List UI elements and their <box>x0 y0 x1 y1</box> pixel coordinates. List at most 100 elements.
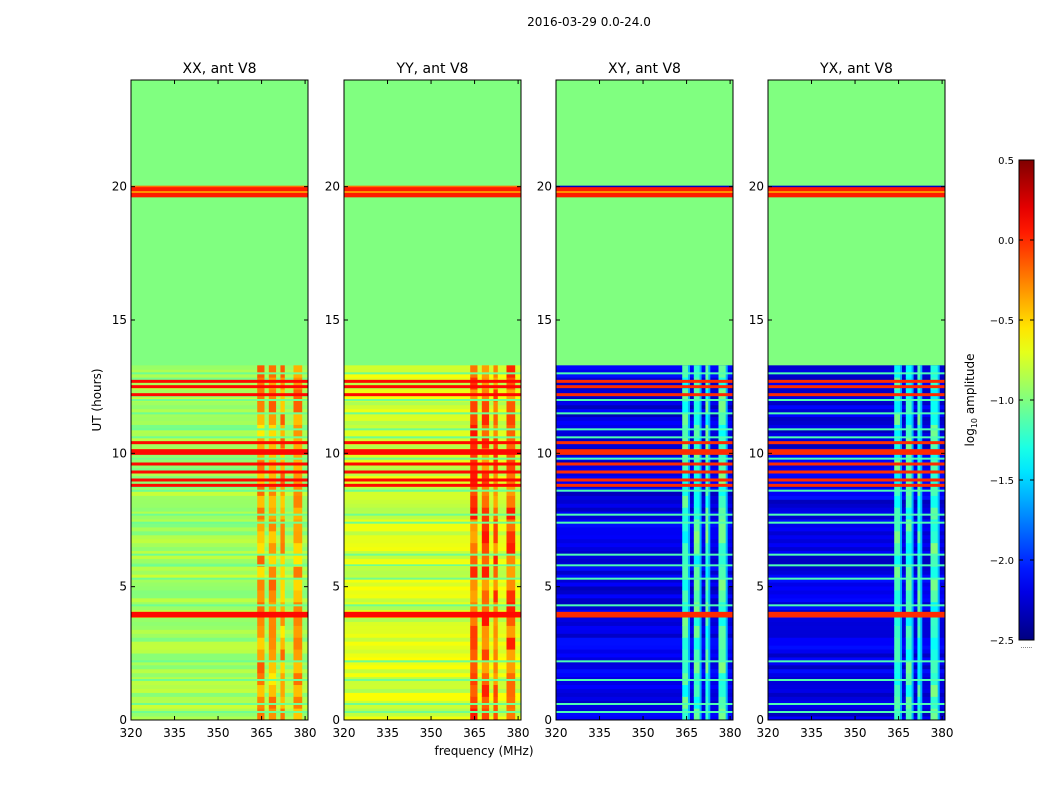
data-row <box>344 574 521 579</box>
data-row <box>344 475 521 481</box>
data-row <box>556 436 733 441</box>
data-row <box>131 373 308 378</box>
panel-frame <box>555 79 734 721</box>
data-row <box>556 708 733 713</box>
rfi-band-segment <box>481 660 490 674</box>
rfi-band-segment <box>293 400 303 414</box>
rfi-band-segment <box>905 377 914 390</box>
row-line <box>344 372 521 375</box>
rfi-band-segment <box>693 377 702 390</box>
rfi-band-segment <box>693 412 702 425</box>
x-tick-label: 350 <box>844 726 867 740</box>
rfi-band-segment <box>257 530 265 544</box>
y-tick-label: 0 <box>756 713 764 727</box>
rfi-band-segment <box>917 589 922 603</box>
data-row <box>344 696 521 701</box>
rfi-band-segment <box>705 424 710 437</box>
rfi-band-segment <box>894 649 902 662</box>
x-tick-label: 335 <box>588 726 611 740</box>
rfi-band-segment <box>693 554 702 567</box>
flagged-band-center <box>131 191 308 193</box>
data-row <box>556 526 733 532</box>
data-row <box>768 467 945 473</box>
rfi-band-segment <box>268 459 277 473</box>
row-line <box>344 513 521 516</box>
rfi-band-segment <box>506 519 516 532</box>
row-line <box>131 399 308 401</box>
data-row <box>131 621 308 626</box>
data-row <box>768 676 945 682</box>
rfi-band-segment <box>682 377 690 390</box>
rfi-band-segment <box>693 495 702 508</box>
data-row <box>768 716 945 721</box>
row-line <box>131 679 308 681</box>
rfi-band-segment <box>257 625 265 638</box>
rfi-band-segment <box>894 507 902 520</box>
rfi-band-segment <box>894 412 902 425</box>
rfi-band-segment <box>930 566 940 579</box>
rfi-band-segment <box>280 613 285 626</box>
data-row <box>768 712 945 717</box>
rfi-band-segment <box>905 507 914 520</box>
data-row <box>556 377 733 382</box>
y-tick-label: 5 <box>119 580 127 594</box>
data-row <box>344 507 521 512</box>
data-row <box>131 519 308 524</box>
rfi-band-segment <box>257 495 265 508</box>
rfi-band-segment <box>481 601 490 615</box>
data-row <box>131 704 308 709</box>
rfi-band-segment <box>493 660 498 674</box>
strong-row <box>768 449 945 453</box>
rfi-band-segment <box>257 400 265 414</box>
rfi-band-segment <box>905 400 914 414</box>
data-row <box>768 475 945 481</box>
rfi-band-segment <box>705 613 710 626</box>
data-row <box>131 507 308 512</box>
data-row <box>556 519 733 524</box>
row-line <box>131 513 308 516</box>
rfi-band-segment <box>705 365 710 378</box>
rfi-band-segment <box>257 365 265 378</box>
rfi-band-segment <box>718 542 728 555</box>
data-row <box>131 656 308 662</box>
rfi-band-segment <box>481 708 490 721</box>
rfi-band-segment <box>917 495 922 508</box>
rfi-band-segment <box>894 377 902 390</box>
rfi-band-edge <box>687 365 690 720</box>
rfi-band-segment <box>718 589 728 603</box>
rfi-band-segment <box>905 365 914 378</box>
rfi-band-segment <box>894 424 902 437</box>
rfi-band-segment <box>481 412 490 425</box>
rfi-band-segment <box>268 684 277 697</box>
rfi-band-segment <box>268 578 277 591</box>
y-tick-label: 10 <box>112 446 127 460</box>
data-row <box>768 554 945 559</box>
rfi-band-segment <box>917 412 922 425</box>
rfi-band-segment <box>930 696 940 709</box>
rfi-band-segment <box>481 471 490 485</box>
rfi-band-segment <box>257 412 265 425</box>
data-row <box>556 428 733 433</box>
rfi-band-segment <box>718 625 728 638</box>
data-row <box>131 716 308 721</box>
data-row <box>131 499 308 504</box>
rfi-band-segment <box>257 660 265 674</box>
panel-4: YX, ant V8 320 335 350 365 380 0 5 10 15 20 <box>749 61 954 740</box>
data-row <box>556 586 733 591</box>
y-tick-label: 5 <box>332 580 340 594</box>
y-tick-label: 0 <box>544 713 552 727</box>
rfi-band-segment <box>470 566 478 579</box>
data-row <box>131 420 308 425</box>
rfi-band-segment <box>894 530 902 544</box>
data-row <box>131 546 308 552</box>
data-row <box>131 566 308 571</box>
data-row <box>131 645 308 650</box>
data-row <box>556 412 733 418</box>
rfi-band-segment <box>280 554 285 567</box>
data-row <box>768 530 945 536</box>
data-row <box>768 633 945 638</box>
data-row <box>131 542 308 548</box>
data-row <box>768 558 945 563</box>
row-line <box>344 703 521 705</box>
rfi-band-segment <box>481 519 490 532</box>
